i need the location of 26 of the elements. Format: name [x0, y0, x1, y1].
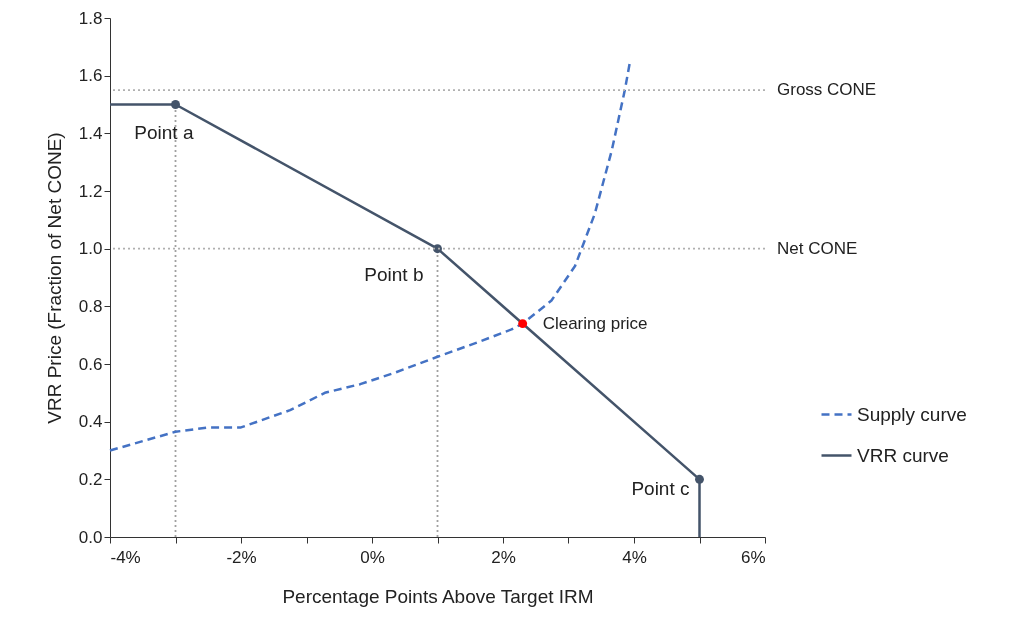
annotation: Point c — [631, 478, 690, 500]
x-axis-title: Percentage Points Above Target IRM — [282, 585, 594, 607]
y-tick-label: 1.4 — [78, 123, 103, 143]
y-tick-label: 1.0 — [78, 239, 103, 259]
ref-line-label: Net CONE — [777, 238, 858, 258]
x-tick-label: 2% — [491, 547, 516, 567]
y-tick-label: 1.6 — [78, 66, 103, 86]
y-tick-label: 1.2 — [78, 181, 103, 201]
x-tick-label: 0% — [360, 547, 385, 567]
y-tick-label: 0.0 — [78, 527, 103, 547]
legend-label: VRR curve — [857, 444, 949, 466]
annotation: Point a — [134, 121, 194, 143]
annotation: Point b — [364, 263, 424, 285]
y-tick-label: 0.8 — [78, 296, 103, 316]
legend-label: Supply curve — [857, 403, 967, 425]
y-tick-label: 1.8 — [78, 8, 103, 28]
ref-line-label: Gross CONE — [777, 80, 877, 100]
annotation: Clearing price — [542, 313, 648, 333]
x-tick-label: -4% — [110, 547, 141, 567]
y-tick-label: 0.2 — [78, 469, 103, 489]
y-tick-label: 0.4 — [78, 412, 103, 432]
x-tick-label: 4% — [622, 547, 647, 567]
y-tick-label: 0.6 — [78, 354, 103, 374]
y-axis-title: VRR Price (Fraction of Net CONE) — [43, 132, 65, 424]
x-tick-label: 6% — [740, 547, 766, 567]
x-tick-label: -2% — [226, 547, 257, 567]
